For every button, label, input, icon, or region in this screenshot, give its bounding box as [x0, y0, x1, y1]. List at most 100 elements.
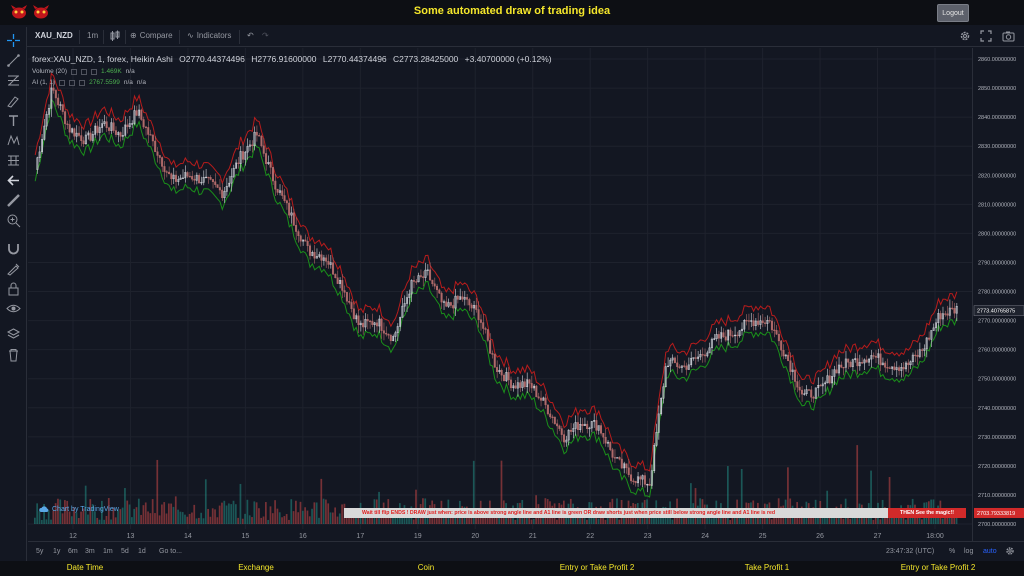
candle-body: [851, 359, 854, 367]
volume-bar: [45, 519, 48, 524]
legend-low: L2770.44374496: [322, 54, 387, 64]
symbol-search-button[interactable]: XAU_NZD: [35, 31, 73, 40]
x-tick-label: 14: [184, 533, 192, 540]
text-tool-icon[interactable]: [6, 113, 21, 128]
study-settings-icon[interactable]: [81, 68, 88, 75]
candle-body: [761, 320, 764, 324]
candle-body: [904, 362, 907, 370]
volume-bar: [532, 518, 535, 524]
undo-button[interactable]: ↶: [247, 31, 254, 40]
trend-line-icon[interactable]: [6, 53, 21, 68]
candle-body: [265, 153, 268, 164]
brush-icon[interactable]: [6, 93, 21, 108]
compare-button[interactable]: ⊕ Compare: [130, 31, 173, 40]
volume-bar: [246, 499, 249, 524]
percent-scale-toggle[interactable]: %: [949, 548, 956, 555]
volume-bar: [405, 514, 408, 524]
candle-body: [807, 389, 810, 391]
footer-col-entry-tp2-b[interactable]: Entry or Take Profit 2: [900, 563, 976, 572]
legend-symbol[interactable]: forex:XAU_NZD, 1, forex, Heikin Ashi: [32, 54, 173, 64]
crosshair-icon[interactable]: [6, 33, 21, 48]
candle-body: [747, 320, 750, 322]
footer-col-entry-tp2[interactable]: Entry or Take Profit 2: [559, 563, 635, 572]
clock-time[interactable]: 23:47:32 (UTC): [886, 548, 935, 555]
ai-study-label[interactable]: AI (1, 1): [32, 79, 56, 86]
price-chart[interactable]: 12 13 14 15 16 17 19 20 21 22 23 24 25 26 27 18:00: [28, 48, 972, 541]
volume-bar: [639, 517, 641, 524]
tradingview-attribution[interactable]: Chart by TradingView: [39, 505, 119, 513]
footer-col-tp1[interactable]: Take Profit 1: [744, 563, 790, 572]
eye-icon[interactable]: [6, 301, 21, 316]
range-1y[interactable]: 1y: [53, 548, 61, 555]
candle-body: [546, 404, 549, 415]
candle-body: [759, 320, 762, 325]
footer-col-coin[interactable]: Coin: [417, 563, 435, 572]
chart-properties-gear-icon[interactable]: [1005, 546, 1015, 556]
footer-col-exchange[interactable]: Exchange: [238, 563, 274, 572]
zoom-in-icon[interactable]: [6, 213, 21, 228]
candle-body: [267, 162, 270, 164]
stay-drawing-icon[interactable]: [6, 261, 21, 276]
range-6m[interactable]: 6m: [68, 548, 78, 555]
range-5d[interactable]: 5d: [121, 548, 129, 555]
volume-bar: [368, 516, 371, 524]
volume-bar: [82, 508, 85, 524]
indicators-button[interactable]: ∿ Indicators: [187, 31, 231, 40]
back-arrow-icon[interactable]: [6, 173, 21, 188]
candle-body: [930, 330, 933, 340]
study-close-icon[interactable]: [79, 79, 86, 86]
layers-icon[interactable]: [6, 327, 21, 342]
candle-body: [558, 425, 561, 429]
pattern-tool-icon[interactable]: [6, 133, 21, 148]
range-5y[interactable]: 5y: [36, 548, 44, 555]
candle-body: [98, 127, 101, 133]
trash-icon[interactable]: [6, 347, 21, 362]
logout-button[interactable]: Logout: [937, 4, 969, 22]
study-close-icon[interactable]: [91, 68, 98, 75]
price-axis[interactable]: 2860.00000000 2850.00000000 2840.00000000 2…: [972, 48, 1024, 541]
candle-body: [47, 108, 50, 115]
redo-button[interactable]: ↷: [262, 31, 269, 40]
fib-tool-icon[interactable]: [6, 73, 21, 88]
study-visibility-icon[interactable]: [71, 68, 78, 75]
candle-body: [477, 309, 480, 320]
candle-body: [787, 354, 790, 362]
volume-bar: [158, 515, 161, 524]
candle-body: [493, 354, 496, 368]
footer-col-date-time[interactable]: Date Time: [66, 563, 104, 572]
range-1d[interactable]: 1d: [138, 548, 146, 555]
volume-bar: [955, 512, 958, 524]
prediction-tool-icon[interactable]: [6, 153, 21, 168]
candle-body: [338, 280, 341, 284]
study-visibility-icon[interactable]: [59, 79, 66, 86]
candle-body: [556, 423, 559, 427]
secondary-price-marker: [974, 507, 1024, 518]
volume-bar: [438, 515, 440, 524]
drawing-tools-sidebar: [0, 27, 27, 563]
candle-body: [650, 470, 653, 486]
volume-bar: [149, 513, 152, 524]
goto-date-button[interactable]: Go to...: [159, 548, 182, 555]
interval-button[interactable]: 1m: [87, 31, 99, 40]
range-1m[interactable]: 1m: [103, 548, 113, 555]
candle-body: [780, 340, 783, 351]
candle-body: [158, 155, 161, 158]
lock-icon[interactable]: [6, 281, 21, 296]
magnet-icon[interactable]: [6, 241, 21, 256]
settings-gear-icon[interactable]: [959, 30, 971, 42]
x-tick-label: 17: [356, 533, 364, 540]
volume-study-label[interactable]: Volume (20): [32, 68, 68, 75]
camera-snapshot-icon[interactable]: [1002, 30, 1015, 42]
volume-bar: [66, 500, 69, 524]
candle-style-icon[interactable]: [109, 30, 121, 42]
volume-bar: [156, 459, 159, 524]
fullscreen-icon[interactable]: [980, 30, 992, 42]
candle-body: [135, 110, 138, 116]
auto-scale-toggle[interactable]: auto: [983, 548, 997, 555]
candle-body: [232, 167, 235, 177]
study-settings-icon[interactable]: [69, 79, 76, 86]
log-scale-toggle[interactable]: log: [964, 548, 974, 555]
range-3m[interactable]: 3m: [85, 548, 95, 555]
volume-bar: [135, 507, 138, 524]
ruler-icon[interactable]: [6, 193, 21, 208]
